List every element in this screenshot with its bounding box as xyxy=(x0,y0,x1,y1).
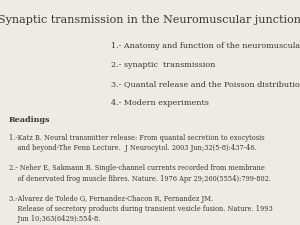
Text: 2.- synaptic  transmission: 2.- synaptic transmission xyxy=(111,61,215,69)
Text: 2.- Neher E, Sakmann B. Single-channel currents recorded from membrane
    of de: 2.- Neher E, Sakmann B. Single-channel c… xyxy=(9,164,271,183)
Text: Synaptic transmission in the Neuromuscular junction: Synaptic transmission in the Neuromuscul… xyxy=(0,15,300,25)
Text: Readings: Readings xyxy=(9,116,50,124)
Text: 3.-Alvarez de Toledo G, Fernandez-Chacon R, Fernandez JM.
    Release of secreto: 3.-Alvarez de Toledo G, Fernandez-Chacon… xyxy=(9,195,273,223)
Text: 4.- Modern experiments: 4.- Modern experiments xyxy=(111,99,209,107)
Text: 3.- Quantal release and the Poisson distribution: 3.- Quantal release and the Poisson dist… xyxy=(111,80,300,88)
Text: 1.-Katz B. Neural transmitter release: From quantal secretion to exocytosis
    : 1.-Katz B. Neural transmitter release: F… xyxy=(9,134,265,152)
Text: 1.- Anatomy and function of the neuromuscular junction: 1.- Anatomy and function of the neuromus… xyxy=(111,42,300,50)
